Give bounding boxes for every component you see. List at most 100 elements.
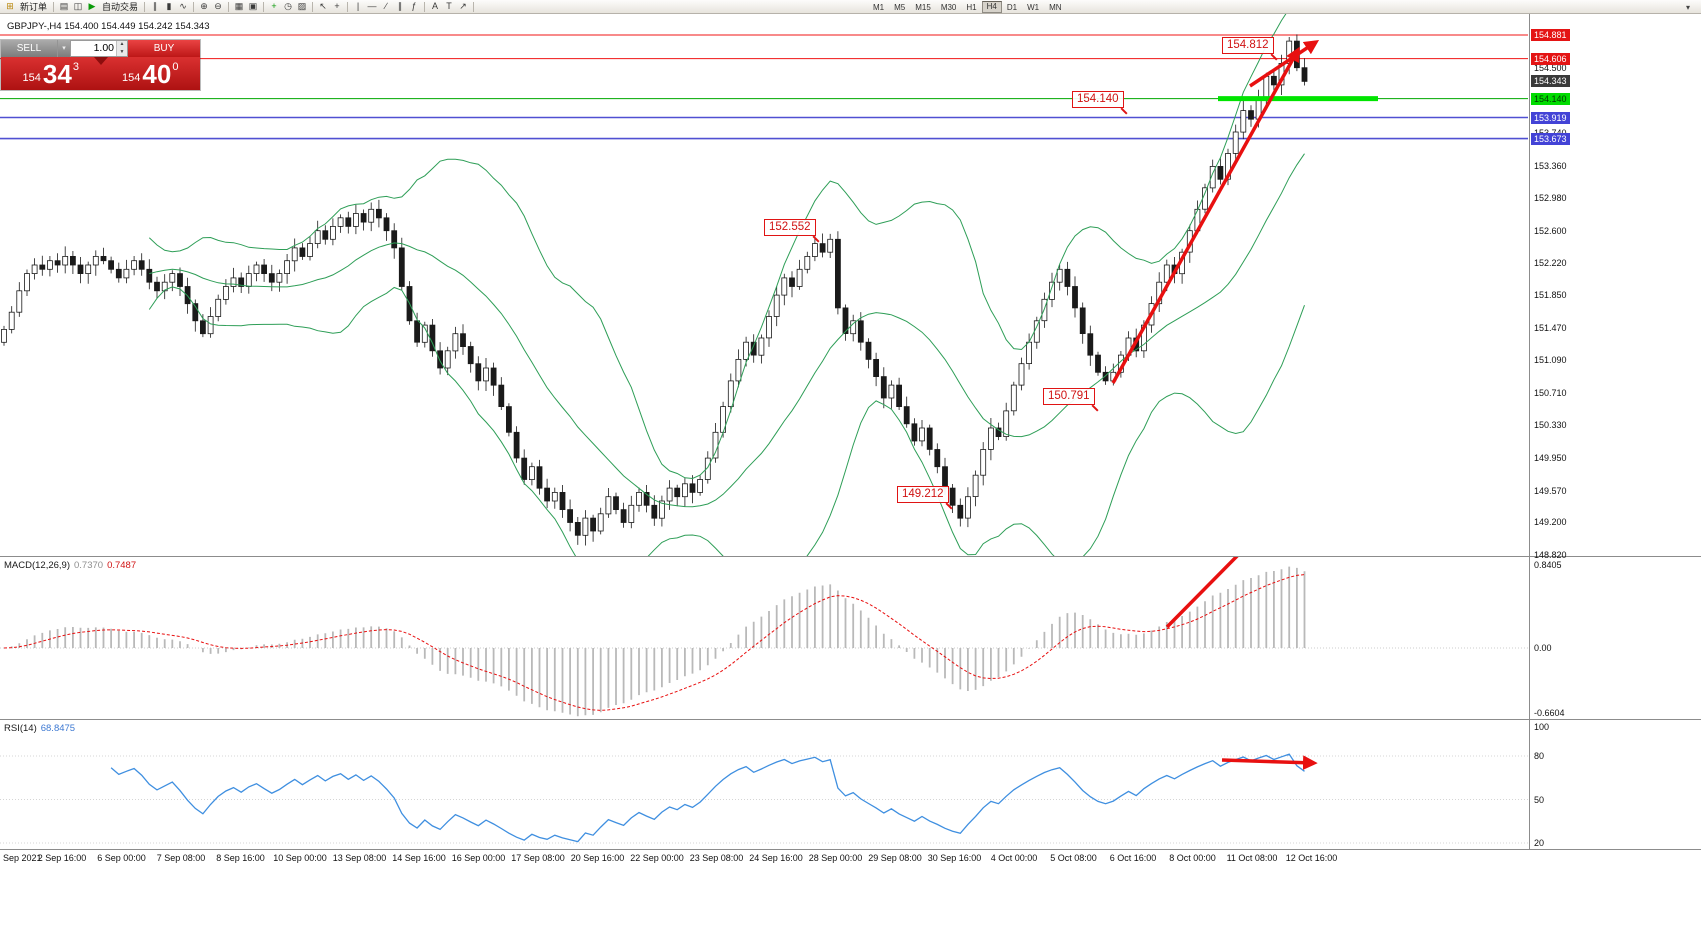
time-axis-label: Sep 2021 [3,853,42,863]
timeframe-mn[interactable]: MN [1049,3,1062,12]
toolbar-separator [193,1,195,12]
sell-price-button[interactable]: 154 34 3 [1,57,101,90]
trendline-icon[interactable]: ∕ [385,1,387,11]
toolbar-separator [144,1,146,12]
time-axis-label: 17 Sep 08:00 [511,853,565,863]
time-axis-label: 6 Oct 16:00 [1109,853,1157,863]
time-axis-label: 24 Sep 16:00 [749,853,803,863]
line-chart-icon[interactable]: ∿ [179,1,187,11]
toolbar-separator [53,1,55,12]
time-axis-label: 12 Oct 16:00 [1285,853,1338,863]
timeframe-h4[interactable]: H4 [981,1,1002,13]
panel-separator[interactable] [0,719,1701,720]
vertical-line-icon[interactable]: | [356,1,360,11]
spread-wedge-icon [93,57,108,65]
time-axis-label: 16 Sep 00:00 [451,853,506,863]
bollinger-lower-band [148,286,1305,557]
periods-icon[interactable]: ◷ [284,1,292,11]
toolbar-separator [347,1,349,12]
buy-price-prefix: 154 [122,72,141,84]
time-axis-label: 23 Sep 08:00 [689,853,744,863]
buy-button[interactable]: BUY [128,40,200,57]
auto-trading-icon[interactable]: ▶ [88,1,96,11]
tile-windows-icon[interactable]: ▦ [234,1,244,11]
rsi-label: RSI(14) 68.8475 [4,723,75,734]
panel-separator[interactable] [0,556,1701,557]
price-scale[interactable]: 154.881 154.606 154.500 154.343 154.140 153.9… [1530,14,1701,850]
auto-trading-label[interactable]: 自动交易 [102,2,139,12]
sell-button[interactable]: SELL [1,40,57,57]
macd-signal-line [3,574,1305,711]
time-axis[interactable]: Sep 2021 2 Sep 16:00 6 Sep 00:00 7 Sep 08:0… [0,850,1701,870]
zoom-out-icon[interactable]: ⊖ [214,1,222,11]
macd-panel[interactable] [0,557,1530,719]
macd-scale-label: 0.00 [1534,643,1552,653]
price-scale-label: 154.500 [1534,62,1567,73]
buy-price-big: 40 [142,59,172,89]
profiles-icon[interactable]: ▤ [59,1,69,11]
arrange-windows-icon[interactable]: ▣ [248,1,258,11]
label-icon[interactable]: T [446,1,452,11]
price-scale-label: 150.330 [1534,420,1567,431]
candlestick-chart-icon[interactable]: ▮ [166,1,172,11]
bullish-candles [1,40,1293,536]
macd-name: MACD(12,26,9) [4,560,70,571]
zoom-in-icon[interactable]: ⊕ [200,1,208,11]
trend-arrow[interactable] [1249,39,1320,88]
fibonacci-icon[interactable]: ƒ [411,1,417,11]
rsi-scale-label: 100 [1534,722,1550,732]
price-scale-label: 151.470 [1534,322,1567,333]
timeframe-m30[interactable]: M30 [940,3,957,12]
timeframe-m5[interactable]: M5 [894,3,906,12]
main-price-chart[interactable] [0,14,1530,557]
charts-grid-icon[interactable]: ◫ [73,1,83,11]
volume-up-icon[interactable]: ▲ [117,41,127,49]
price-scale-label: 150.710 [1534,387,1567,398]
volume-field[interactable]: 1.00 ▲ ▼ [70,40,128,57]
sell-price-sup: 3 [72,61,79,73]
toolbar-separator [312,1,314,12]
price-scale-label: 149.950 [1534,453,1567,464]
crosshair-icon[interactable]: + [334,1,340,11]
arrow-tool-icon[interactable]: ↗ [459,1,467,11]
time-axis-label: 5 Oct 08:00 [1050,853,1097,863]
text-icon[interactable]: A [432,1,439,11]
toolbar-overflow-button[interactable]: ▾ [1685,3,1690,12]
indicators-icon[interactable]: + [271,1,277,11]
time-axis-label: 6 Sep 00:00 [97,853,146,863]
new-order-icon[interactable]: ⊞ [6,1,14,11]
bar-chart-icon[interactable]: ∥ [152,1,158,11]
volume-spinner[interactable]: ▲ ▼ [116,41,127,56]
time-axis-label: 8 Sep 16:00 [216,853,265,863]
timeframe-d1[interactable]: D1 [1006,3,1018,12]
timeframe-m1[interactable]: M1 [873,3,885,12]
volume-value[interactable]: 1.00 [93,42,114,54]
new-order-label[interactable]: 新订单 [20,2,48,12]
chart-ohlc-header: GBPJPY-,H4 154.400 154.449 154.242 154.3… [7,21,210,32]
timeframe-m15[interactable]: M15 [915,3,931,12]
timeframe-w1[interactable]: W1 [1027,3,1040,12]
toolbar-separator [424,1,426,12]
cursor-icon[interactable]: ↖ [319,1,327,11]
price-scale-label: 152.220 [1534,258,1567,269]
time-axis-label: 4 Oct 00:00 [990,853,1038,863]
time-axis-label: 8 Oct 00:00 [1169,853,1216,863]
time-axis-label: 20 Sep 16:00 [570,853,625,863]
price-scale-label: 152.980 [1534,193,1567,204]
rsi-trend-arrow[interactable] [1221,755,1318,770]
trend-arrow[interactable] [1111,46,1300,384]
sell-dropdown-icon[interactable]: ▾ [57,40,70,57]
rsi-scale-label: 80 [1534,751,1545,761]
horizontal-line-icon[interactable]: — [367,1,377,11]
buy-price-button[interactable]: 154 40 0 [101,57,201,90]
templates-icon[interactable]: ▨ [297,1,307,11]
bollinger-upper-band [148,14,1287,480]
macd-trend-arrow[interactable] [1165,557,1310,629]
toolbar-separator [228,1,230,12]
sell-price-big: 34 [42,59,72,89]
timeframe-h1[interactable]: H1 [966,3,977,12]
rsi-panel[interactable] [0,720,1530,849]
channel-icon[interactable]: ∥ [397,1,403,11]
volume-down-icon[interactable]: ▼ [117,48,127,56]
price-scale-separator [1529,14,1530,850]
